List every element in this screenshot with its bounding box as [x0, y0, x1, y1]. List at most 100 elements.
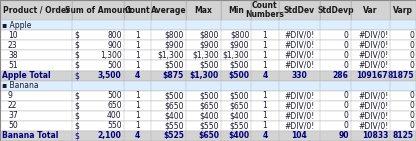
Text: 90: 90	[338, 131, 349, 140]
Text: $: $	[74, 91, 79, 100]
Text: 1: 1	[262, 41, 267, 50]
Bar	[0, 30, 416, 40]
Text: $900: $900	[164, 41, 184, 50]
Text: $550: $550	[230, 121, 249, 130]
Text: $650: $650	[230, 101, 249, 110]
Text: $400: $400	[230, 111, 249, 120]
Text: $400: $400	[199, 111, 219, 120]
Bar	[251, 0, 279, 20]
Bar	[0, 20, 416, 30]
Bar	[221, 0, 251, 20]
Text: #DIV/0!: #DIV/0!	[285, 101, 314, 110]
Text: $: $	[74, 31, 79, 40]
Text: 286: 286	[333, 71, 349, 80]
Text: #DIV/0!: #DIV/0!	[358, 111, 388, 120]
Text: 2,100: 2,100	[98, 131, 122, 140]
Text: 3,500: 3,500	[98, 71, 122, 80]
Text: 1: 1	[135, 111, 140, 120]
Text: 0: 0	[409, 111, 414, 120]
Bar	[0, 121, 416, 131]
Text: $: $	[74, 131, 79, 140]
Text: 0: 0	[344, 101, 349, 110]
Text: $500: $500	[230, 91, 249, 100]
Bar	[151, 0, 186, 20]
Text: #DIV/0!: #DIV/0!	[285, 51, 314, 60]
Text: $500: $500	[199, 91, 219, 100]
Text: 800: 800	[107, 31, 122, 40]
Text: 1: 1	[135, 61, 140, 70]
Text: $1,300: $1,300	[223, 51, 249, 60]
Text: 109167: 109167	[357, 71, 388, 80]
Text: $525: $525	[163, 131, 184, 140]
Text: Product / Order: Product / Order	[3, 6, 70, 15]
Text: #DIV/0!: #DIV/0!	[358, 31, 388, 40]
Text: #DIV/0!: #DIV/0!	[285, 61, 314, 70]
Text: 0: 0	[344, 51, 349, 60]
Text: 1: 1	[262, 121, 267, 130]
Text: 104: 104	[292, 131, 307, 140]
Text: 4: 4	[262, 71, 267, 80]
Bar	[0, 91, 416, 101]
Text: $900: $900	[230, 41, 249, 50]
Text: 0: 0	[409, 91, 414, 100]
Text: 4: 4	[262, 131, 267, 140]
Text: 0: 0	[344, 41, 349, 50]
Text: $500: $500	[164, 61, 184, 70]
Text: 0: 0	[344, 61, 349, 70]
Text: 500: 500	[107, 91, 122, 100]
Text: $: $	[74, 71, 79, 80]
Text: 1: 1	[262, 51, 267, 60]
Text: $875: $875	[163, 71, 184, 80]
Text: #DIV/0!: #DIV/0!	[358, 121, 388, 130]
Text: $: $	[74, 51, 79, 60]
Text: $400: $400	[228, 131, 249, 140]
Text: 1: 1	[262, 101, 267, 110]
Bar	[0, 50, 416, 60]
Text: 0: 0	[409, 121, 414, 130]
Bar	[390, 0, 416, 20]
Bar	[0, 101, 416, 111]
Text: Count: Count	[124, 6, 150, 15]
Text: #DIV/0!: #DIV/0!	[285, 121, 314, 130]
Text: #DIV/0!: #DIV/0!	[285, 31, 314, 40]
Text: 1: 1	[135, 51, 140, 60]
Text: 51: 51	[8, 61, 17, 70]
Text: 81875: 81875	[387, 71, 414, 80]
Text: 4: 4	[135, 71, 140, 80]
Bar	[0, 0, 72, 20]
Text: 1: 1	[135, 31, 140, 40]
Text: #DIV/0!: #DIV/0!	[285, 111, 314, 120]
Text: Apple Total: Apple Total	[2, 71, 51, 80]
Text: 550: 550	[107, 121, 122, 130]
Text: 650: 650	[107, 101, 122, 110]
Text: 400: 400	[107, 111, 122, 120]
Bar	[124, 0, 151, 20]
Text: 0: 0	[409, 31, 414, 40]
Bar	[0, 40, 416, 50]
Text: 1: 1	[135, 91, 140, 100]
Text: $500: $500	[199, 61, 219, 70]
Text: 500: 500	[107, 61, 122, 70]
Text: 23: 23	[8, 41, 17, 50]
Text: 1: 1	[135, 101, 140, 110]
Text: 37: 37	[8, 111, 18, 120]
Text: 9: 9	[8, 91, 13, 100]
Text: 330: 330	[292, 71, 307, 80]
Text: #DIV/0!: #DIV/0!	[358, 51, 388, 60]
Bar	[0, 81, 416, 91]
Text: Sum of Amount: Sum of Amount	[64, 6, 131, 15]
Text: Banana Total: Banana Total	[2, 131, 58, 140]
Text: $: $	[74, 61, 79, 70]
Text: $500: $500	[228, 71, 249, 80]
Text: Min: Min	[228, 6, 244, 15]
Text: $550: $550	[164, 121, 184, 130]
Text: 8125: 8125	[393, 131, 414, 140]
Text: #DIV/0!: #DIV/0!	[358, 91, 388, 100]
Bar	[279, 0, 320, 20]
Text: Average: Average	[151, 6, 186, 15]
Text: 0: 0	[409, 51, 414, 60]
Bar	[0, 131, 416, 141]
Text: $1,300: $1,300	[192, 51, 219, 60]
Text: $: $	[74, 121, 79, 130]
Text: #DIV/0!: #DIV/0!	[285, 41, 314, 50]
